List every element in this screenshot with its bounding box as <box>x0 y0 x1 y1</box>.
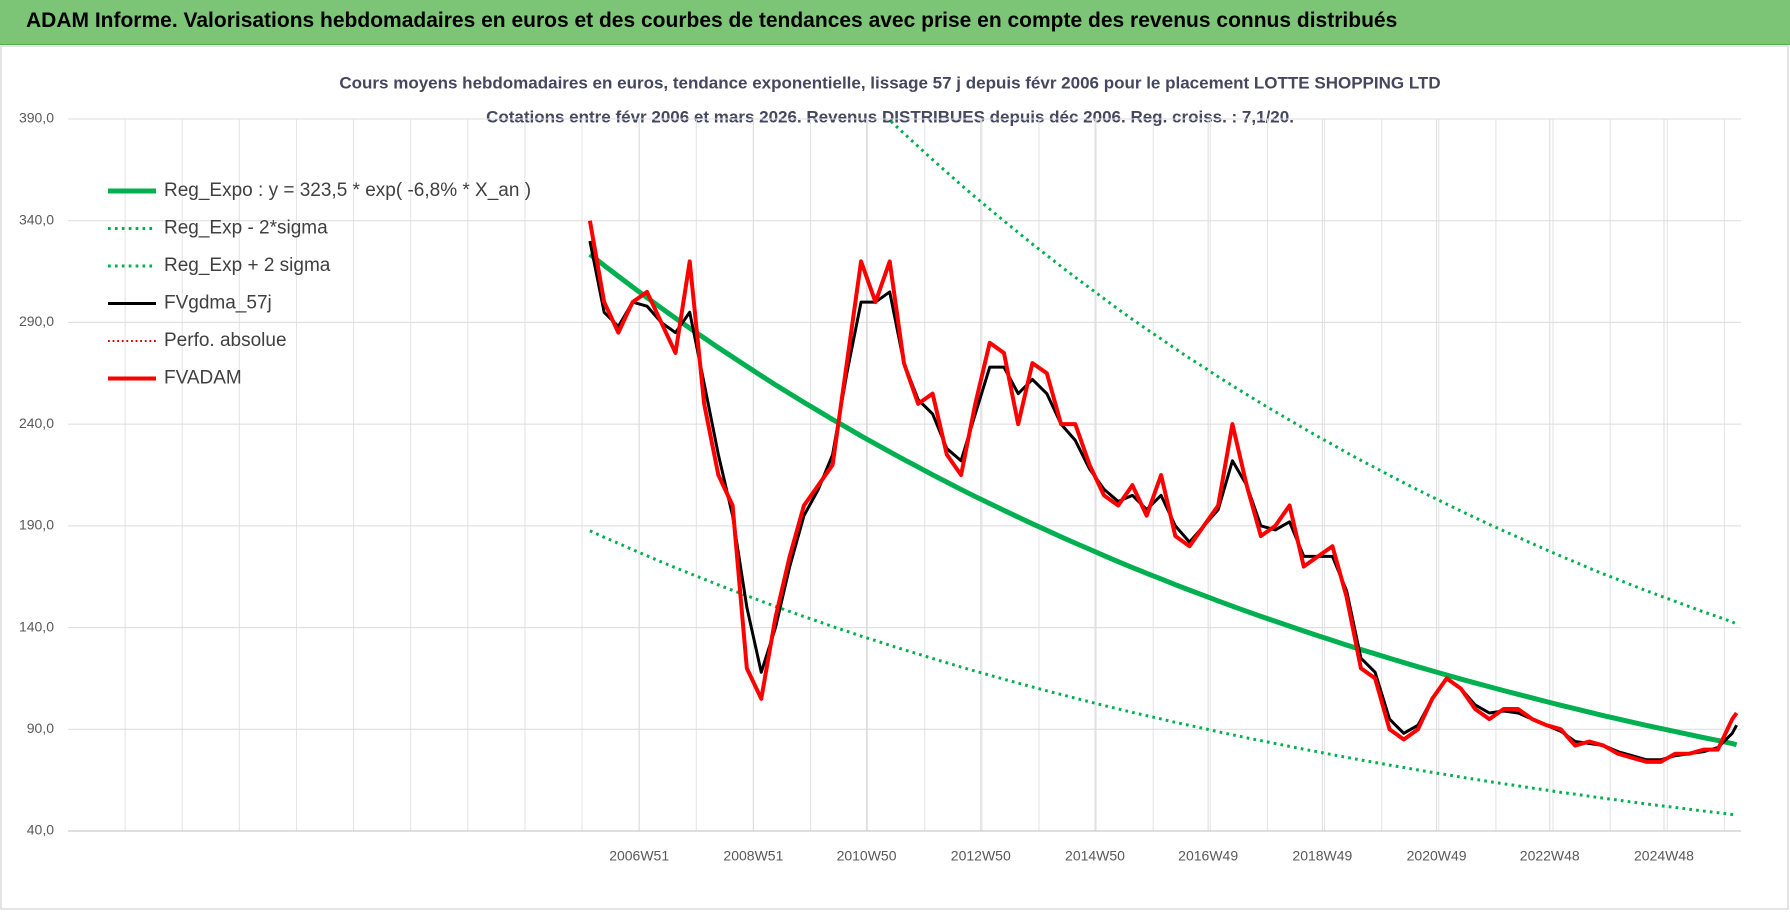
x-tick-label: 2010W50 <box>837 848 897 864</box>
legend-label: FVgdma_57j <box>164 293 272 314</box>
chart-subtitle: Cotations entre févr 2006 et mars 2026. … <box>486 107 1294 126</box>
x-tick-label: 2022W48 <box>1520 848 1580 864</box>
y-tick-label: 390,0 <box>19 110 54 126</box>
x-tick-label: 2020W49 <box>1407 848 1467 864</box>
series-line <box>589 529 1737 817</box>
chart: Cours moyens hebdomadaires en euros, ten… <box>0 45 1789 910</box>
legend-label: Perfo. absolue <box>164 330 287 351</box>
series-line <box>587 220 1739 764</box>
header-bar: ADAM Informe. Valorisations hebdomadaire… <box>0 0 1790 45</box>
chart-title: Cours moyens hebdomadaires en euros, ten… <box>339 73 1440 92</box>
page-title: ADAM Informe. Valorisations hebdomadaire… <box>26 9 1398 32</box>
chart-frame <box>0 45 1789 910</box>
series-line <box>886 119 1738 626</box>
x-tick-label: 2008W51 <box>723 848 783 864</box>
y-tick-label: 190,0 <box>19 517 54 533</box>
x-tick-label: 2014W50 <box>1065 848 1125 864</box>
y-tick-label: 240,0 <box>19 415 54 431</box>
legend-label: Reg_Exp - 2*sigma <box>164 218 328 239</box>
y-tick-label: 90,0 <box>27 720 54 736</box>
x-tick-label: 2006W51 <box>609 848 669 864</box>
series-line <box>588 252 1738 748</box>
legend-label: Reg_Expo : y = 323,5 * exp( -6,8% * X_an… <box>164 180 531 201</box>
x-tick-label: 2016W49 <box>1178 848 1238 864</box>
legend-label: FVADAM <box>164 368 242 389</box>
x-tick-label: 2024W48 <box>1634 848 1694 864</box>
y-tick-label: 40,0 <box>27 822 54 838</box>
x-tick-label: 2018W49 <box>1292 848 1352 864</box>
y-tick-label: 340,0 <box>19 211 54 227</box>
legend-label: Reg_Exp + 2 sigma <box>164 255 331 276</box>
y-tick-label: 140,0 <box>19 618 54 634</box>
x-tick-label: 2012W50 <box>951 848 1011 864</box>
y-tick-label: 290,0 <box>19 313 54 329</box>
